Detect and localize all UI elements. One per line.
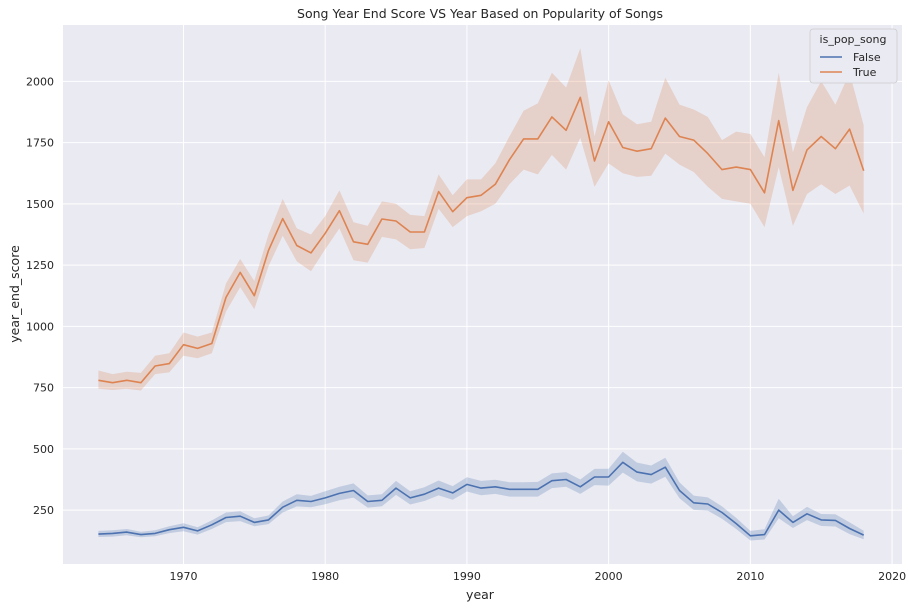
y-tick-label: 500 <box>33 443 54 456</box>
confidence-bands <box>98 48 864 541</box>
series-line-false <box>98 461 865 537</box>
legend-label-false: False <box>853 51 881 64</box>
y-tick-label: 1750 <box>26 137 54 150</box>
x-tick-label: 2020 <box>878 570 906 583</box>
series-lines <box>98 96 865 537</box>
grid-lines <box>63 25 902 564</box>
y-tick-label: 2000 <box>26 75 54 88</box>
x-tick-label: 1980 <box>311 570 339 583</box>
plot-background <box>63 25 902 564</box>
legend-label-true: True <box>852 66 877 79</box>
legend: is_pop_song False True <box>809 28 898 84</box>
x-tick-label: 2000 <box>595 570 623 583</box>
y-tick-label: 750 <box>33 382 54 395</box>
y-tick-label: 250 <box>33 504 54 517</box>
x-tick-label: 2010 <box>736 570 764 583</box>
y-tick-labels: 250 500 750 1000 1250 1500 1750 2000 <box>26 75 54 517</box>
series-line-true <box>98 96 865 384</box>
y-tick-label: 1500 <box>26 198 54 211</box>
y-tick-label: 1000 <box>26 320 54 333</box>
y-axis-label: year_end_score <box>7 245 22 343</box>
legend-title: is_pop_song <box>820 33 887 46</box>
x-axis-label: year <box>466 587 495 602</box>
confidence-band-false <box>98 451 864 541</box>
y-tick-label: 1250 <box>26 259 54 272</box>
legend-box <box>809 28 898 84</box>
x-tick-label: 1970 <box>169 570 197 583</box>
x-tick-labels: 1970 1980 1990 2000 2010 2020 <box>169 570 906 583</box>
chart-title: Song Year End Score VS Year Based on Pop… <box>297 6 663 21</box>
x-tick-label: 1990 <box>453 570 481 583</box>
confidence-band-true <box>98 48 864 391</box>
